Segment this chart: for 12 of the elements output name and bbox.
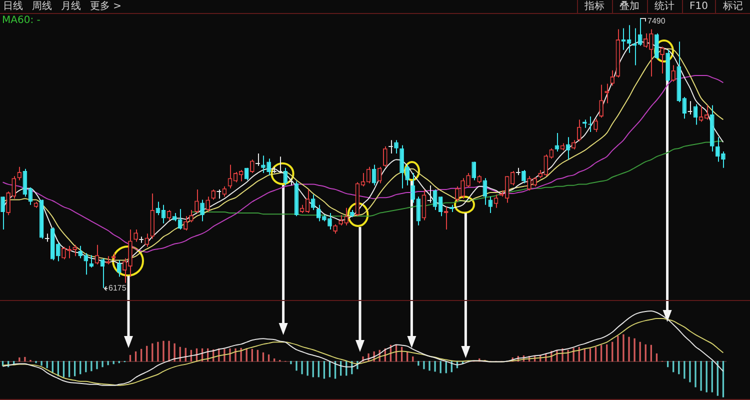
text: 统计 bbox=[646, 0, 682, 13]
text: 更多 > bbox=[90, 0, 122, 13]
annotation: 7490 bbox=[648, 16, 666, 26]
text: 叠加 bbox=[612, 0, 647, 13]
text: 月线 bbox=[61, 0, 81, 13]
text: F10 bbox=[682, 0, 715, 13]
text: 指标 bbox=[576, 0, 612, 13]
annotation: 6175 bbox=[108, 284, 127, 293]
text: 日线 bbox=[3, 0, 23, 13]
text: 周线 bbox=[32, 0, 52, 13]
annotation: MA60: - bbox=[2, 15, 40, 27]
text: 标记 bbox=[715, 0, 750, 13]
